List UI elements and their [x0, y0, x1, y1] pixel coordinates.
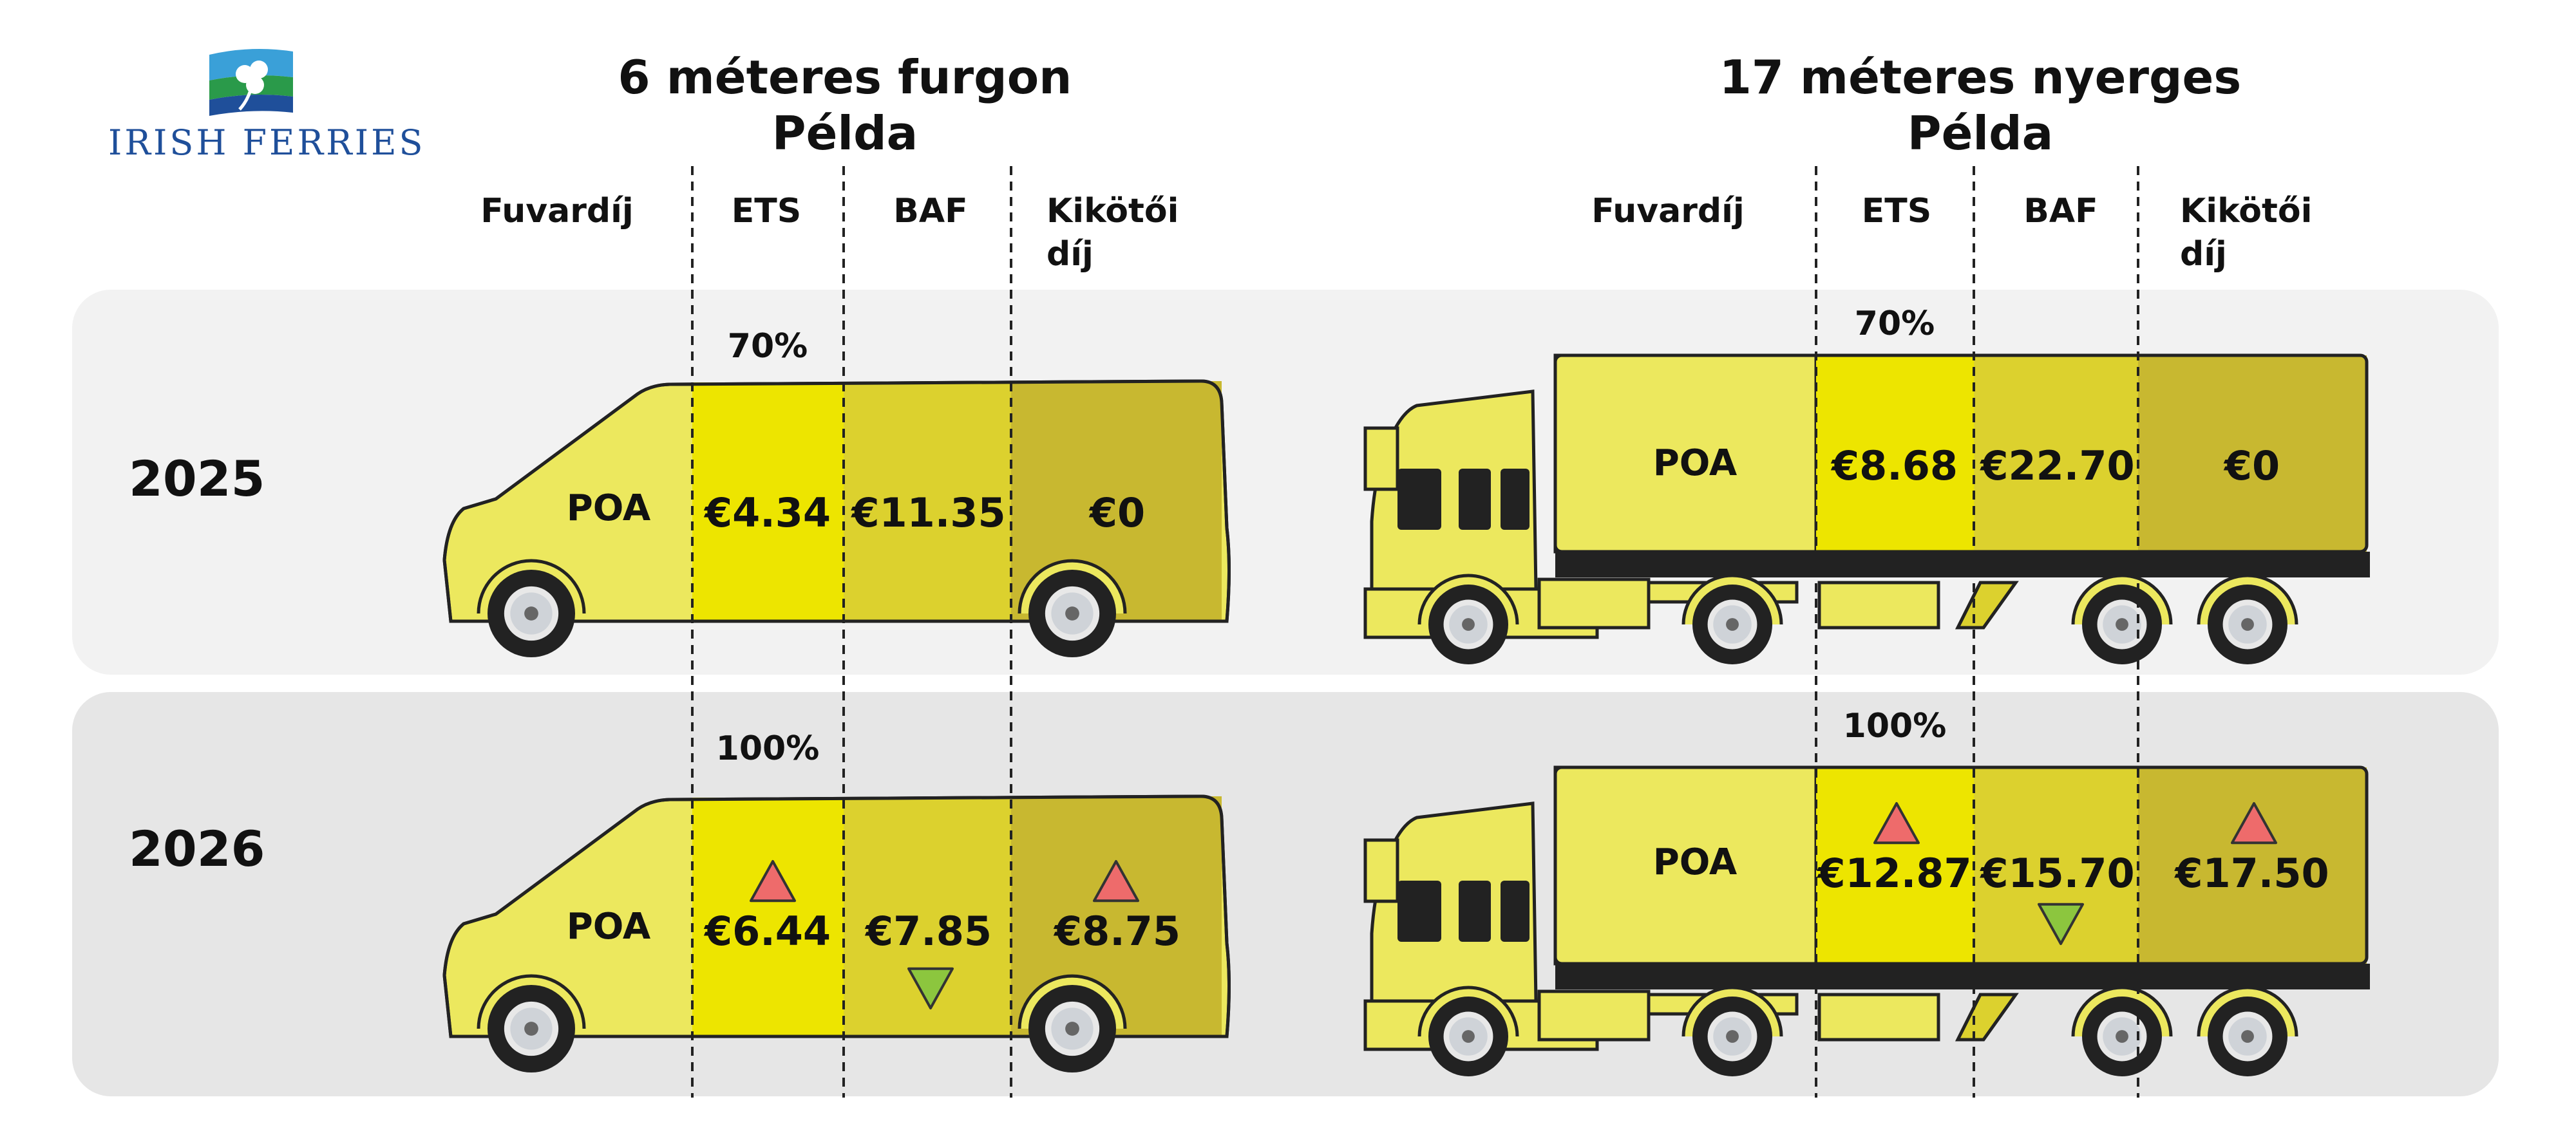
van-header-freight: Fuvardíj: [480, 192, 633, 230]
van-2025-freight: POA: [567, 487, 651, 529]
truck-2026: [1363, 765, 2370, 1051]
truck-title-line1: 17 méteres nyerges: [1719, 50, 2241, 104]
year-label-2026: 2026: [129, 820, 265, 877]
wheel-icon: [1417, 986, 1519, 1076]
increase-arrow-icon: [2231, 802, 2277, 845]
van-wheels: [477, 559, 1127, 1072]
truck-header-port-line2: díj: [2180, 235, 2227, 274]
truck-2025-baf: €22.70: [1979, 442, 2134, 489]
van-title-line1: 6 méteres furgon: [618, 50, 1072, 104]
truck-2026-port: €17.50: [2174, 850, 2329, 897]
truck-header-ets: ETS: [1862, 192, 1931, 230]
truck-wheels: [1417, 574, 2298, 1076]
van-header-baf: BAF: [893, 192, 967, 230]
flag-icon: [209, 49, 293, 116]
van-2026-ets-percent: 100%: [716, 729, 820, 768]
van-2025-ets: €4.34: [703, 489, 831, 536]
van-2026-baf: €7.85: [864, 908, 992, 955]
van-title-line2: Példa: [772, 106, 918, 160]
wheel-icon: [1681, 574, 1783, 664]
van-2026-ets: €6.44: [703, 908, 831, 955]
wheel-icon: [2197, 574, 2298, 664]
van-header-ets: ETS: [732, 192, 801, 230]
wheel-icon: [477, 559, 586, 657]
truck-header-port-line1: Kikötői: [2180, 192, 2312, 230]
irish-ferries-logo: IRISH FERRIES: [108, 49, 426, 163]
increase-arrow-icon: [750, 860, 796, 903]
truck-2025-ets-percent: 70%: [1855, 304, 1935, 343]
truck-2025-port: €0: [2223, 442, 2280, 489]
wheel-icon: [1018, 559, 1127, 657]
truck-2025-freight: POA: [1653, 442, 1738, 484]
van-2025-port: €0: [1088, 489, 1145, 536]
decrease-arrow-icon: [2038, 903, 2084, 945]
truck-header-freight: Fuvardíj: [1591, 192, 1744, 230]
truck-2026-freight: POA: [1653, 841, 1738, 883]
increase-arrow-icon: [1093, 860, 1139, 903]
truck-2025: [1363, 353, 2370, 639]
trend-arrows: [750, 802, 2277, 1009]
truck-2025-ets: €8.68: [1830, 442, 1958, 489]
truck-header-baf: BAF: [2023, 192, 2098, 230]
wheel-icon: [1681, 986, 1783, 1076]
increase-arrow-icon: [1873, 802, 1920, 845]
van-2025-baf: €11.35: [850, 489, 1005, 536]
brand-name: IRISH FERRIES: [108, 122, 426, 163]
van-2026-port: €8.75: [1053, 908, 1180, 955]
truck-2026-ets: €12.87: [1816, 850, 1971, 897]
wheel-icon: [2071, 574, 2173, 664]
column-dividers: [691, 166, 2139, 1098]
wheel-icon: [477, 974, 586, 1072]
year-label-2025: 2025: [129, 450, 265, 507]
truck-2026-baf: €15.70: [1979, 850, 2134, 897]
van-header-port-line2: díj: [1046, 235, 1094, 274]
truck-title-line2: Példa: [1908, 106, 2053, 160]
van-2026-freight: POA: [567, 906, 651, 948]
wheel-icon: [2197, 986, 2298, 1076]
wheel-icon: [2071, 986, 2173, 1076]
wheel-icon: [1417, 574, 1519, 664]
wheel-icon: [1018, 974, 1127, 1072]
decrease-arrow-icon: [907, 967, 954, 1009]
van-2025: [442, 379, 1231, 623]
truck-2026-ets-percent: 100%: [1843, 707, 1947, 745]
van-header-port-line1: Kikötői: [1046, 192, 1179, 230]
van-2025-ets-percent: 70%: [728, 327, 808, 366]
